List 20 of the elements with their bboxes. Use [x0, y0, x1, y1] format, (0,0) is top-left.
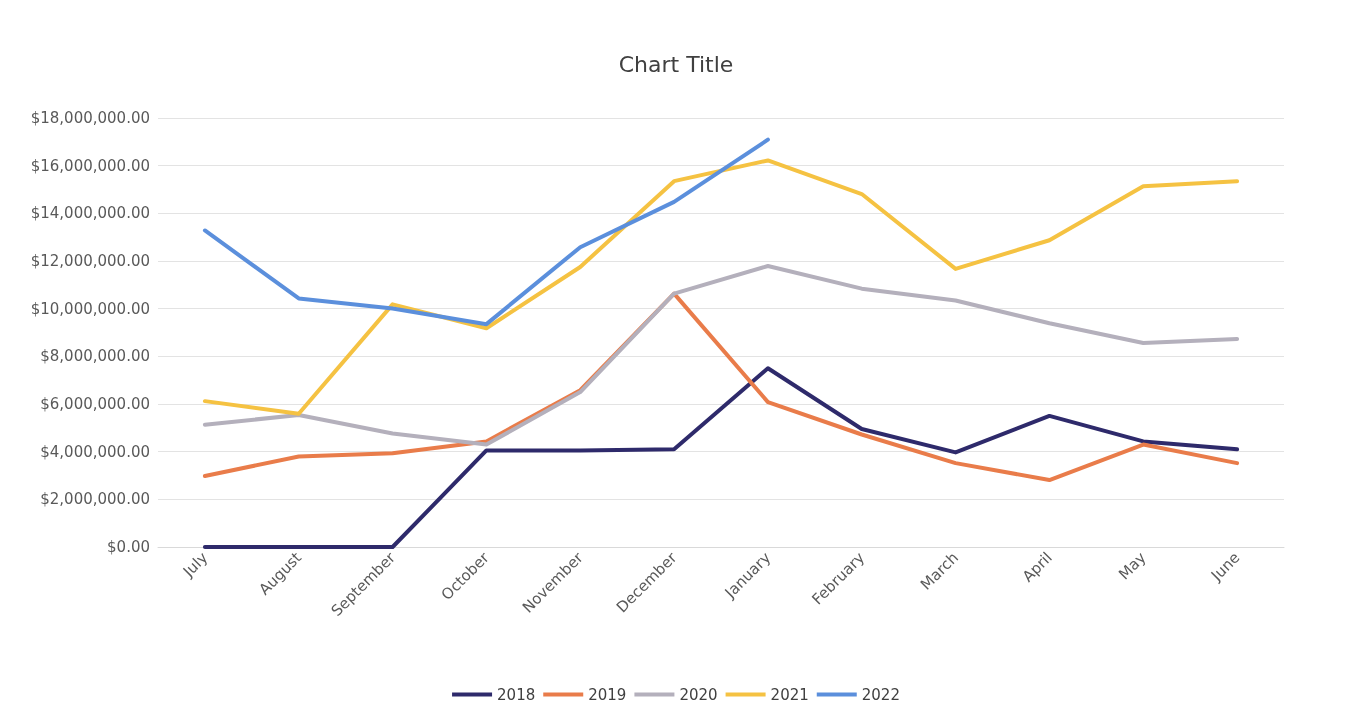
y-tick-label: $12,000,000.00 — [30, 252, 150, 270]
legend-label: 2021 — [770, 685, 809, 704]
y-tick-label: $10,000,000.00 — [30, 299, 150, 318]
line-series — [202, 137, 770, 327]
legend-label: 2022 — [861, 685, 900, 704]
line-series — [202, 366, 1240, 549]
legend-label: 2018 — [497, 685, 536, 704]
legend-label: 2020 — [679, 685, 718, 704]
y-tick-label: $16,000,000.00 — [30, 156, 150, 175]
legend-label: 2019 — [588, 685, 627, 704]
line-series — [202, 264, 1240, 447]
y-tick-label: $18,000,000.00 — [30, 109, 150, 127]
y-tick-label: $2,000,000.00 — [40, 490, 150, 509]
y-tick-label: $6,000,000.00 — [40, 395, 150, 413]
line-series — [202, 158, 1240, 416]
y-tick-label: $8,000,000.00 — [40, 347, 150, 366]
chart-title: Chart Title — [618, 51, 734, 77]
y-tick-label: $4,000,000.00 — [40, 442, 150, 461]
y-tick-label: $14,000,000.00 — [30, 204, 150, 223]
y-tick-label: $0.00 — [107, 538, 150, 556]
